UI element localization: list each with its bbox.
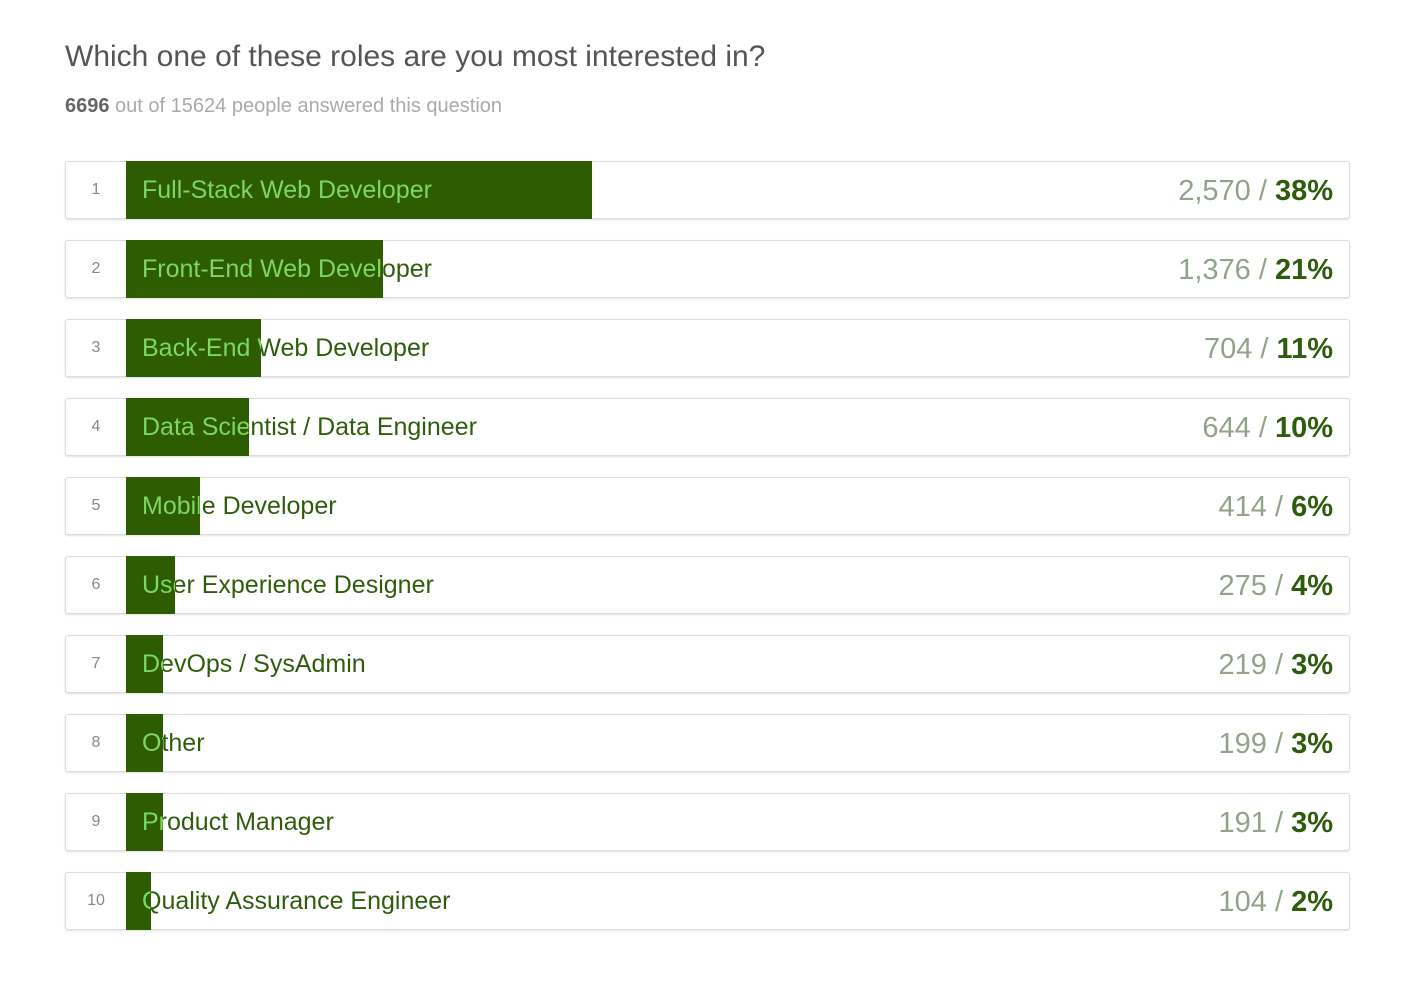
count: 2,570 [1178,175,1251,207]
result-row: 3 Back-End Web Developer 704 / 11% [65,319,1350,377]
rank-number: 6 [91,576,101,593]
bar-area: Other [126,714,1352,772]
result-row: 2 Front-End Web Developer 1,376 / 21% [65,240,1350,298]
count: 275 [1218,570,1267,602]
role-label: Product Manager [142,793,334,851]
bar [126,240,384,298]
count: 104 [1218,886,1267,918]
result-row: 9 Product Manager 191 / 3% [65,793,1350,851]
count: 219 [1218,649,1267,681]
role-label: Quality Assurance Engineer [142,872,451,930]
bar-area: Quality Assurance Engineer [126,872,1352,930]
bar-area: Data Scientist / Data Engineer [126,398,1352,456]
bar-area: User Experience Designer [126,556,1352,614]
role-label: User Experience Designer [142,556,434,614]
bar-area: DevOps / SysAdmin [126,635,1352,693]
result-value: 1,376 / 21% [1178,254,1333,286]
count: 644 [1202,412,1251,444]
result-row: 7 DevOps / SysAdmin 219 / 3% [65,635,1350,693]
result-value: 275 / 4% [1218,570,1333,602]
bar [126,793,163,851]
bar [126,319,261,377]
rank-number: 9 [91,813,101,830]
role-label: Data Scientist / Data Engineer [142,398,477,456]
result-row: 6 User Experience Designer 275 / 4% [65,556,1350,614]
rank-number: 8 [91,734,101,751]
results-list: 1 Full-Stack Web Developer 2,570 / 38% 2 … [65,161,1350,951]
result-value: 644 / 10% [1202,412,1333,444]
bar-area: Mobile Developer [126,477,1352,535]
percent: 21% [1274,254,1333,286]
bar-area: Back-End Web Developer [126,319,1352,377]
percent: 38% [1274,175,1333,207]
answered-suffix: out of 15624 people answered this questi… [109,95,503,117]
count: 414 [1218,491,1267,523]
result-row: 10 Quality Assurance Engineer 104 / 2% [65,872,1350,930]
question-title: Which one of these roles are you most in… [65,40,766,73]
rank-number: 2 [91,260,101,277]
bar-area: Product Manager [126,793,1352,851]
answered-summary: 6696 out of 15624 people answered this q… [65,95,502,118]
rank-number: 5 [91,497,101,514]
count: 1,376 [1178,254,1251,286]
result-value: 199 / 3% [1218,728,1333,760]
percent: 3% [1291,807,1333,839]
bar-area: Front-End Web Developer [126,240,1352,298]
result-value: 704 / 11% [1203,333,1333,365]
result-value: 191 / 3% [1218,807,1333,839]
result-value: 2,570 / 38% [1178,175,1333,207]
role-label: Mobile Developer [142,477,337,535]
count: 191 [1218,807,1267,839]
count: 199 [1218,728,1267,760]
rank-number: 7 [91,655,101,672]
percent: 11% [1276,333,1333,365]
role-label: Other [142,714,205,772]
bar [126,161,592,219]
bar [126,398,249,456]
result-value: 219 / 3% [1218,649,1333,681]
bar [126,556,176,614]
result-value: 414 / 6% [1218,491,1333,523]
bar [126,635,163,693]
percent: 4% [1291,570,1333,602]
result-row: 1 Full-Stack Web Developer 2,570 / 38% [65,161,1350,219]
role-label: Full-Stack Web Developer [142,161,432,219]
result-row: 4 Data Scientist / Data Engineer 644 / 1… [65,398,1350,456]
rank-number: 3 [91,339,101,356]
rank-number: 10 [87,892,105,909]
bar-area: Full-Stack Web Developer [126,161,1352,219]
bar [126,714,163,772]
result-value: 104 / 2% [1218,886,1333,918]
role-label: Front-End Web Developer [142,240,432,298]
rank-number: 4 [91,418,101,435]
bar [126,477,200,535]
answered-count: 6696 [65,95,110,117]
rank-number: 1 [91,181,101,198]
percent: 3% [1291,649,1333,681]
role-label: DevOps / SysAdmin [142,635,366,693]
result-row: 5 Mobile Developer 414 / 6% [65,477,1350,535]
bar [126,872,151,930]
percent: 6% [1291,491,1333,523]
count: 704 [1203,333,1253,365]
percent: 3% [1291,728,1333,760]
percent: 2% [1291,886,1333,918]
role-label: Back-End Web Developer [142,319,429,377]
result-row: 8 Other 199 / 3% [65,714,1350,772]
percent: 10% [1274,412,1333,444]
